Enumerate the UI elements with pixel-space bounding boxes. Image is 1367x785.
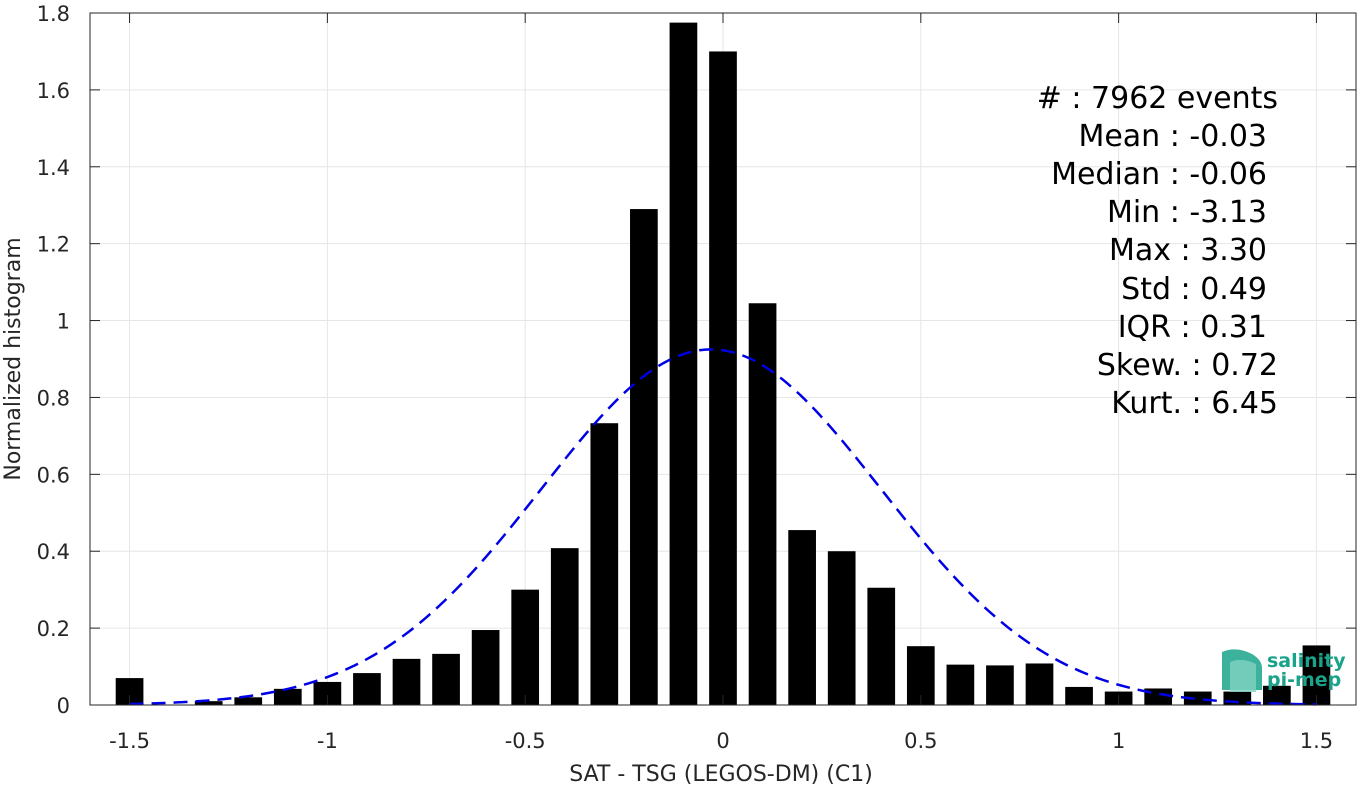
bar-4 (273, 688, 302, 705)
salinity-pimep-logo: salinity pi-mep (1222, 649, 1346, 692)
bar-24 (1065, 686, 1093, 705)
x-tick-label-1: -1 (317, 729, 338, 753)
bar-15 (709, 51, 737, 705)
y-tick-label-9: 1.8 (37, 2, 70, 26)
x-tick-labels: -1.5 -1 -0.5 0 0.5 1 1.5 (109, 729, 1333, 753)
bar-8 (432, 653, 460, 705)
bar-10 (511, 589, 540, 705)
bar-11 (550, 548, 579, 705)
y-tick-label-1: 0.2 (37, 617, 70, 641)
y-tick-label-7: 1.4 (37, 156, 70, 180)
bar-12 (590, 423, 619, 705)
y-tick-label-8: 1.6 (37, 79, 70, 103)
stat-skew: Skew. : 0.72 (1097, 348, 1278, 383)
stat-mean: Mean : -0.03 (1078, 119, 1267, 154)
y-tick-label-5: 1 (57, 310, 70, 334)
bar-29 (1263, 685, 1291, 705)
logo-wave-icon-back (1230, 659, 1256, 692)
y-tick-label-6: 1.2 (37, 233, 70, 257)
bar-2 (194, 701, 223, 705)
bar-21 (946, 664, 975, 705)
bar-23 (1025, 663, 1054, 705)
stat-std: Std : 0.49 (1121, 272, 1267, 307)
bar-16 (748, 303, 777, 705)
bar-5 (313, 681, 342, 705)
x-tick-label-3: 0 (716, 729, 729, 753)
y-tick-label-0: 0 (57, 694, 70, 718)
bar-22 (986, 665, 1014, 705)
x-axis-label: SAT - TSG (LEGOS-DM) (C1) (569, 762, 873, 785)
logo-text-pimep: pi-mep (1267, 669, 1341, 691)
bar-6 (353, 673, 381, 705)
axis-ticks (90, 12, 1356, 706)
stat-max: Max : 3.30 (1109, 233, 1267, 268)
y-tick-labels: 0 0.2 0.4 0.6 0.8 1 1.2 1.4 1.6 1.8 (37, 2, 70, 718)
stat-count: # : 7962 events (1037, 81, 1278, 116)
stat-iqr: IQR : 0.31 (1118, 310, 1267, 345)
y-tick-label-3: 0.6 (37, 463, 70, 487)
bar-7 (392, 658, 421, 705)
x-tick-label-5: 1 (1112, 729, 1125, 753)
stat-kurt: Kurt. : 6.45 (1111, 386, 1278, 421)
y-tick-label-2: 0.4 (37, 540, 70, 564)
bar-3 (234, 697, 263, 705)
x-tick-label-6: 1.5 (1300, 729, 1333, 753)
bar-27 (1183, 691, 1212, 705)
y-tick-label-4: 0.8 (37, 386, 70, 410)
bar-17 (788, 530, 816, 705)
x-tick-label-0: -1.5 (109, 729, 150, 753)
histogram-bars (115, 22, 1331, 706)
bar-19 (867, 587, 896, 705)
bar-14 (669, 22, 698, 706)
stat-min: Min : -3.13 (1107, 195, 1267, 230)
bar-18 (827, 551, 856, 705)
y-axis-label: Normalized histogram (1, 237, 26, 480)
stat-median: Median : -0.06 (1051, 157, 1267, 192)
gaussian-fit-curve (129, 348, 1317, 706)
logo-text-salinity: salinity (1267, 650, 1346, 672)
x-tick-label-2: -0.5 (505, 729, 546, 753)
bar-13 (630, 209, 658, 706)
bar-9 (471, 630, 500, 705)
statistics-box: # : 7962 events Mean : -0.03 Median : -0… (1037, 81, 1278, 421)
x-tick-label-4: 0.5 (904, 729, 937, 753)
